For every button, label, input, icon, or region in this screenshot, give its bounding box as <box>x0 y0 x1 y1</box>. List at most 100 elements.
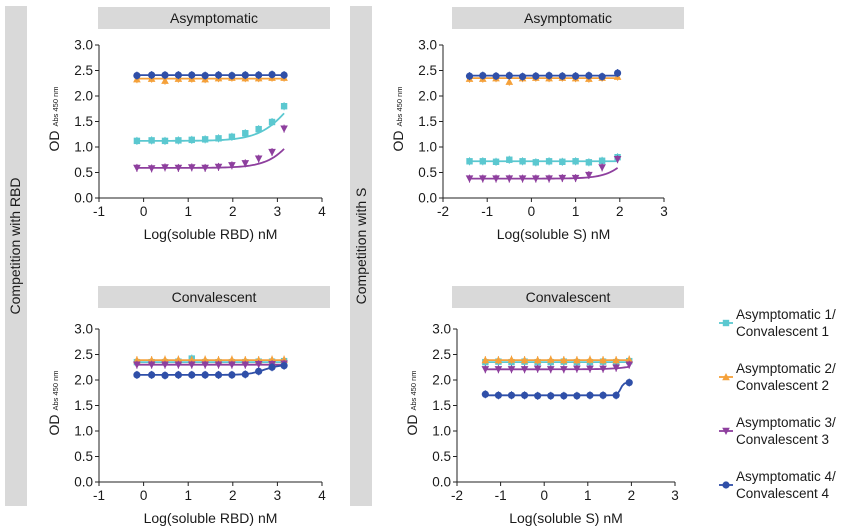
x-tick-label: 1 <box>184 204 192 219</box>
series-3 <box>465 155 622 183</box>
data-point <box>505 72 513 80</box>
data-point <box>255 125 262 133</box>
data-point <box>560 392 568 400</box>
data-point <box>520 356 529 364</box>
data-point <box>573 392 581 400</box>
data-point <box>545 175 553 183</box>
data-point <box>586 391 594 399</box>
x-tick-label: 0 <box>140 204 148 219</box>
data-point <box>599 365 607 373</box>
data-point <box>188 71 196 79</box>
y-tick-label: 0.5 <box>74 449 93 464</box>
data-point <box>479 158 486 165</box>
chart-panel-4: 0.0 0.5 1.0 1.5 2.0 2.5 3.0 -2 -1 0 1 2 3 Log(soluble… <box>404 322 679 526</box>
chart-panel-3: 0.0 0.5 1.0 1.5 2.0 2.5 3.0 -1 0 1 2 3 4 Log(soluble … <box>46 322 326 526</box>
data-point <box>520 366 529 374</box>
y-tick-label: 3.0 <box>432 322 451 337</box>
chart-panel-1: 0.0 0.5 1.0 1.5 2.0 2.5 3.0 -1 0 1 2 3 4 Log(soluble … <box>46 38 326 243</box>
x-tick-label: 0 <box>528 204 536 219</box>
series-4 <box>481 378 633 400</box>
data-point <box>228 361 236 369</box>
data-point <box>280 103 288 110</box>
legend-label-line1: Asymptomatic 2/ <box>736 361 836 376</box>
data-point <box>174 355 183 363</box>
x-tick-label: 2 <box>229 488 237 503</box>
data-point <box>545 158 553 165</box>
data-point <box>215 135 222 142</box>
y-tick-label: 0.0 <box>418 191 437 206</box>
data-point <box>534 392 542 400</box>
data-point <box>187 164 196 172</box>
y-tick-label: 2.0 <box>74 89 93 104</box>
data-point <box>214 71 223 79</box>
x-tick-label: 2 <box>229 204 237 219</box>
data-point <box>228 133 236 140</box>
data-point <box>201 371 209 379</box>
data-point <box>188 136 195 144</box>
x-tick-label: 4 <box>318 488 326 503</box>
data-point <box>533 356 542 364</box>
data-point <box>573 365 581 373</box>
data-point <box>280 362 288 370</box>
series-3 <box>133 124 288 173</box>
data-point <box>532 175 540 183</box>
data-point <box>585 72 593 80</box>
data-point <box>494 391 503 399</box>
data-point <box>481 390 489 398</box>
legend-marker <box>722 373 730 381</box>
legend-label-line2: Convalescent 4 <box>736 486 830 501</box>
legend-marker-triangle-up-icon <box>719 373 733 381</box>
data-point <box>228 355 236 363</box>
x-tick-label: 3 <box>671 488 679 503</box>
data-point <box>255 71 263 79</box>
data-point <box>255 367 263 375</box>
data-point <box>133 164 141 172</box>
data-point <box>573 356 581 364</box>
data-point <box>598 73 606 81</box>
data-point <box>613 69 622 77</box>
data-point <box>507 355 516 363</box>
x-axis-label: Log(soluble RBD) nM <box>144 226 278 242</box>
legend-label-line1: Asymptomatic 1/ <box>736 307 836 322</box>
series-4 <box>465 69 622 81</box>
data-point <box>254 360 263 369</box>
data-point <box>214 371 223 379</box>
data-point <box>242 130 249 137</box>
x-tick-label: -2 <box>451 488 463 503</box>
y-tick-label: 1.5 <box>74 114 93 129</box>
data-point <box>201 136 209 143</box>
data-point <box>241 71 249 79</box>
x-tick-label: 3 <box>274 488 282 503</box>
data-point <box>519 158 526 165</box>
legend-item-3: Asymptomatic 3/ Convalescent 3 <box>719 414 854 468</box>
data-point <box>214 361 223 369</box>
y-tick-label: 0.5 <box>418 165 437 180</box>
legend-item-1: Asymptomatic 1/ Convalescent 1 <box>719 306 854 360</box>
data-point <box>133 371 141 379</box>
y-tick-label: 3.0 <box>74 38 93 53</box>
x-tick-label: -1 <box>93 488 105 503</box>
data-point <box>533 365 542 373</box>
series-1 <box>482 357 633 367</box>
data-point <box>201 361 209 369</box>
legend-label-line1: Asymptomatic 4/ <box>736 469 836 484</box>
data-point <box>228 371 236 379</box>
y-tick-label: 3.0 <box>74 322 93 337</box>
data-point <box>545 72 553 80</box>
data-point <box>560 356 568 364</box>
data-point <box>599 356 607 364</box>
panel-title-top-left: Asymptomatic <box>98 7 330 29</box>
data-point <box>214 163 223 171</box>
series-1 <box>466 153 621 167</box>
fit-curve <box>485 365 630 371</box>
data-point <box>505 175 514 183</box>
data-point <box>201 72 209 80</box>
y-axis-label: ODAbs 450 nm <box>46 370 62 435</box>
legend-marker <box>722 319 730 327</box>
x-tick-label: 2 <box>628 488 636 503</box>
data-point <box>518 175 527 183</box>
data-point <box>559 158 566 165</box>
data-point <box>268 148 276 157</box>
data-point <box>465 175 474 183</box>
legend-label-line2: Convalescent 2 <box>736 378 830 393</box>
